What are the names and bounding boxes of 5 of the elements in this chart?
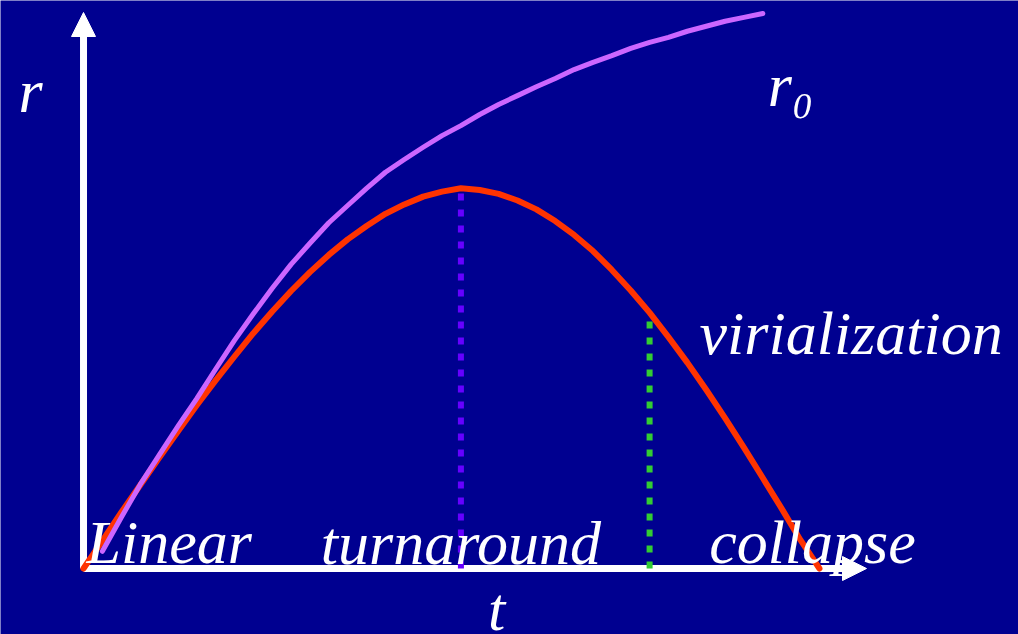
series-label: r₀ <box>767 51 814 120</box>
y-axis-title: r <box>18 56 44 125</box>
x-axis-title: t <box>487 574 507 634</box>
annotation: turnaround <box>320 508 602 577</box>
annotation: virialization <box>699 298 1003 367</box>
